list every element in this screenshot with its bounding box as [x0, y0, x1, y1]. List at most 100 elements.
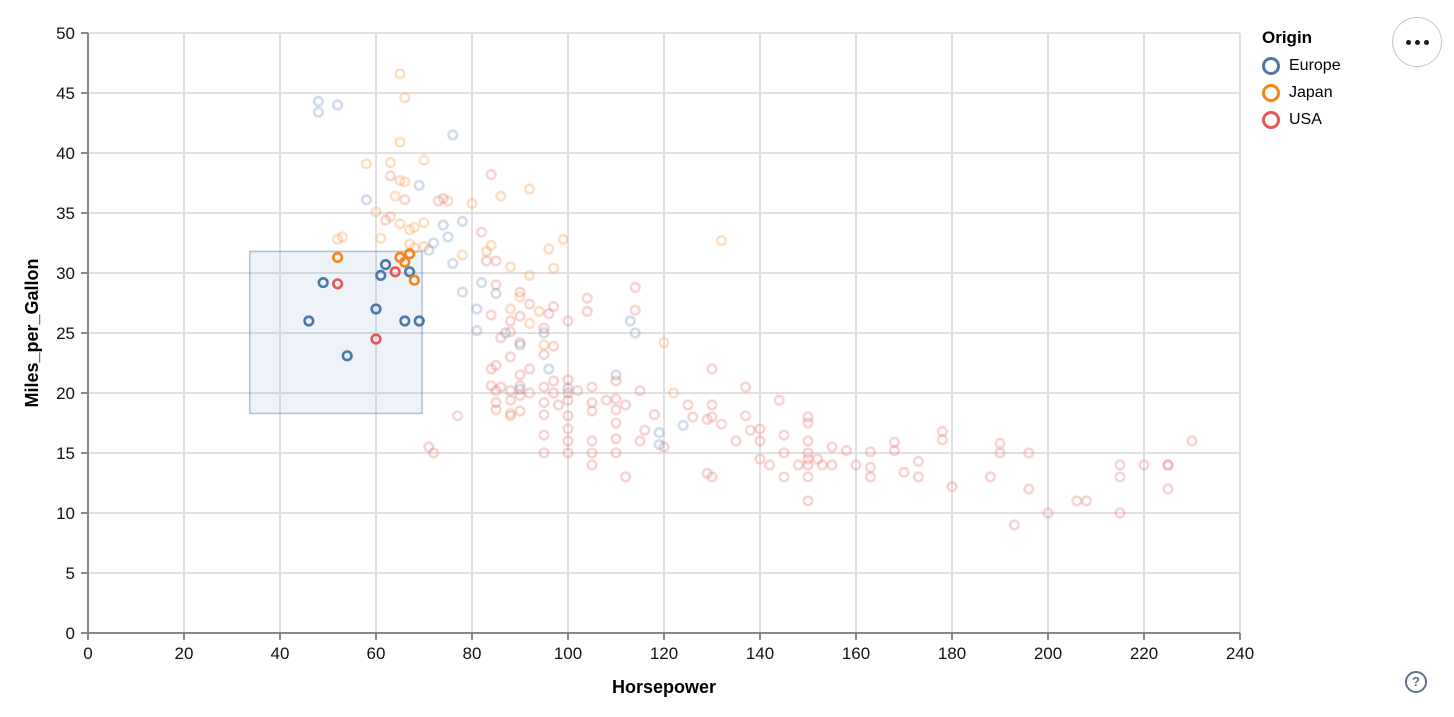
x-tick-label: 60: [367, 644, 386, 663]
point-usa: [562, 447, 574, 459]
legend-item-japan[interactable]: Japan: [1262, 84, 1392, 102]
point-usa: [888, 445, 901, 457]
point-japan: [504, 303, 517, 315]
point-usa: [480, 255, 493, 267]
point-usa: [562, 423, 574, 435]
point-usa: [1080, 495, 1092, 507]
y-tick-label: 10: [56, 504, 75, 523]
x-axis: 0 20 40 60 80 100 120 140 160 180 200 220 240: [83, 632, 1254, 663]
point-usa: [485, 380, 497, 392]
point-europe: [514, 339, 526, 351]
point-usa: [562, 435, 574, 447]
chart-menu-button[interactable]: [1392, 17, 1442, 67]
point-usa: [1023, 447, 1035, 459]
point-europe-selected: [413, 315, 425, 327]
point-usa: [538, 322, 550, 334]
point-usa: [629, 281, 641, 294]
point-europe: [629, 327, 641, 339]
x-tick-label: 180: [938, 644, 966, 663]
point-usa: [744, 424, 757, 436]
point-usa: [864, 461, 877, 474]
point-usa: [629, 304, 641, 316]
point-usa: [485, 309, 497, 321]
legend-item-europe[interactable]: Europe: [1262, 57, 1392, 75]
y-tick-label: 50: [56, 24, 75, 43]
point-usa: [504, 385, 517, 397]
point-japan: [332, 233, 344, 245]
point-japan: [408, 221, 421, 233]
legend-item-usa[interactable]: USA: [1262, 111, 1392, 129]
point-japan: [485, 239, 497, 251]
point-usa: [600, 394, 613, 406]
point-europe: [471, 325, 483, 337]
point-usa: [490, 404, 502, 416]
point-usa: [495, 381, 507, 393]
point-usa: [619, 471, 632, 483]
y-tick-label: 30: [56, 264, 75, 283]
point-japan: [336, 231, 349, 243]
point-usa: [490, 397, 502, 409]
point-usa: [586, 405, 598, 417]
point-europe: [500, 327, 512, 339]
point-usa: [1162, 459, 1174, 471]
point-europe: [332, 99, 344, 111]
x-tick-label: 20: [175, 644, 194, 663]
point-usa: [802, 417, 814, 429]
point-japan: [523, 317, 536, 330]
point-usa: [706, 471, 718, 483]
legend-swatch-circle: [1262, 111, 1280, 129]
help-icon[interactable]: ?: [1405, 671, 1427, 693]
point-japan: [658, 337, 670, 349]
point-usa: [399, 194, 411, 206]
point-japan: [360, 158, 373, 170]
point-usa: [634, 385, 646, 397]
point-europe: [653, 427, 665, 439]
point-usa: [423, 441, 435, 453]
point-japan: [418, 217, 430, 229]
point-japan-selected: [408, 274, 421, 286]
point-usa-selected: [389, 266, 401, 278]
point-japan: [715, 235, 728, 247]
x-tick-label: 160: [842, 644, 870, 663]
point-usa: [984, 471, 997, 483]
point-usa: [946, 481, 958, 493]
scatter-plot[interactable]: 0 20 40 60 80 100 120 140 160 180 200 220 240 0 5 10 15 2…: [0, 0, 1260, 712]
point-usa: [547, 301, 560, 313]
point-usa: [523, 298, 536, 310]
y-tick-label: 0: [66, 624, 75, 643]
point-usa: [701, 467, 713, 480]
point-japan: [384, 157, 397, 169]
point-europe: [476, 277, 488, 289]
point-europe: [413, 179, 425, 191]
point-usa: [1071, 495, 1083, 507]
point-usa: [634, 435, 646, 447]
point-europe: [514, 383, 526, 396]
point-usa: [538, 381, 550, 393]
point-usa: [706, 363, 718, 375]
point-usa: [538, 409, 550, 421]
point-japan: [418, 154, 430, 166]
point-japan: [543, 243, 555, 255]
point-europe-selected: [341, 350, 353, 362]
scatter-plot-canvas[interactable]: 0 20 40 60 80 100 120 140 160 180 200 220 240 0 5 10 15 2…: [0, 0, 1260, 712]
point-usa: [495, 332, 507, 344]
point-japan: [466, 197, 478, 209]
point-usa: [547, 375, 560, 387]
point-europe: [312, 95, 325, 107]
point-japan: [523, 269, 536, 282]
point-usa: [763, 459, 776, 471]
point-usa: [476, 226, 488, 238]
point-europe-selected: [380, 259, 392, 271]
point-europe-selected: [303, 315, 315, 327]
point-japan: [504, 261, 517, 273]
y-axis-title: Miles_per_Gallon: [22, 258, 42, 407]
point-usa: [936, 434, 949, 446]
point-usa: [562, 374, 574, 386]
point-usa: [840, 445, 853, 457]
brush-selection-rect[interactable]: [249, 250, 423, 415]
point-usa-selected: [370, 333, 382, 345]
point-usa: [586, 447, 598, 459]
point-usa: [826, 441, 838, 453]
point-japan-selected: [404, 248, 416, 260]
point-usa: [562, 315, 574, 327]
